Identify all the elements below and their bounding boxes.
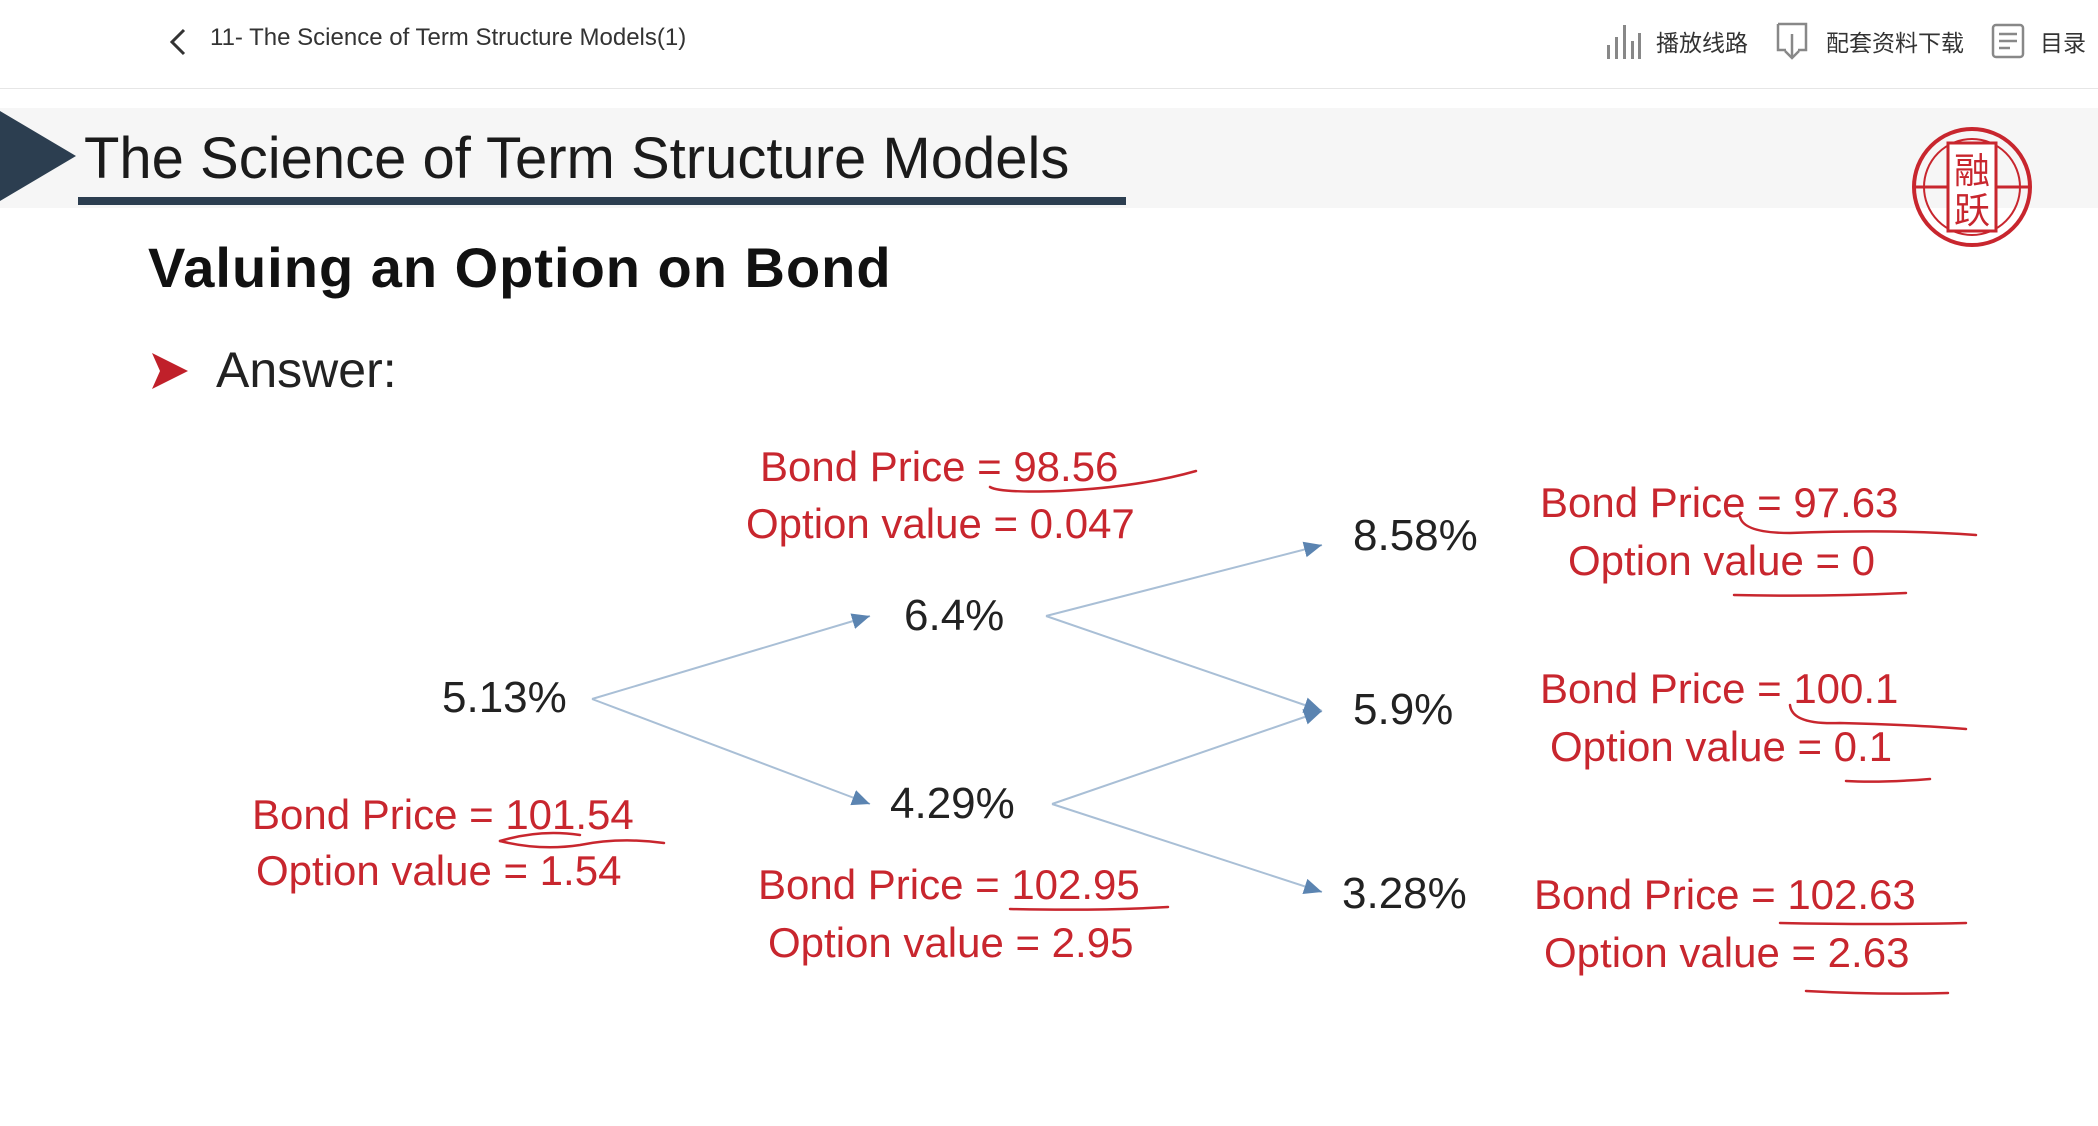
root-option-value: Option value = 1.54 xyxy=(256,847,622,894)
dd-option-value: Option value = 2.63 xyxy=(1544,929,1910,976)
rate-ud: 5.9% xyxy=(1353,685,1454,734)
slide-subtitle: Valuing an Option on Bond xyxy=(148,236,892,299)
mark-down-price xyxy=(1008,905,1170,911)
title-band xyxy=(0,108,2098,208)
mark-uu-option xyxy=(1732,591,1908,597)
playback-route-button[interactable]: 播放线路 xyxy=(1604,18,1748,64)
download-materials-button[interactable]: 配套资料下载 xyxy=(1772,18,1964,64)
mark-ud-price xyxy=(1788,703,1968,731)
rate-down: 4.29% xyxy=(890,779,1015,828)
chevron-left-icon xyxy=(169,28,186,56)
mark-up-price xyxy=(988,469,1198,493)
uu-option-value: Option value = 0 xyxy=(1568,537,1876,584)
arrow-root-down xyxy=(591,698,871,806)
logo-glyph-top: 融 xyxy=(1954,151,1990,192)
arrow-down-ud xyxy=(1051,709,1323,805)
down-option-value: Option value = 2.95 xyxy=(768,919,1134,966)
mark-dd-option xyxy=(1804,989,1950,995)
catalog-button[interactable]: 目录 xyxy=(1990,18,2086,64)
title-underline xyxy=(78,197,1126,205)
up-option-value: Option value = 0.047 xyxy=(746,500,1135,547)
rate-root: 5.13% xyxy=(442,673,567,722)
mark-uu-price xyxy=(1738,515,1978,537)
mark-root-price-curl xyxy=(498,831,582,843)
down-bond-price: Bond Price = 102.95 xyxy=(758,861,1140,908)
handwritten-marks xyxy=(498,469,1978,995)
rate-up: 6.4% xyxy=(904,591,1005,640)
arrow-root-up xyxy=(591,613,871,700)
arrow-down-dd xyxy=(1051,803,1323,895)
root-bond-price: Bond Price = 101.54 xyxy=(252,791,634,838)
mark-root-price xyxy=(498,839,666,849)
catalog-icon xyxy=(1991,23,2025,59)
arrow-up-uu xyxy=(1045,541,1323,617)
catalog-label: 目录 xyxy=(2040,30,2086,56)
rate-tree-arrows xyxy=(591,541,1323,895)
signal-bars-icon xyxy=(1607,25,1641,59)
download-icon xyxy=(1776,22,1808,60)
playback-route-label: 播放线路 xyxy=(1656,30,1748,56)
ud-bond-price: Bond Price = 100.1 xyxy=(1540,665,1899,712)
mark-ud-option xyxy=(1844,777,1932,783)
mark-dd-price xyxy=(1778,921,1968,926)
arrow-up-ud xyxy=(1045,615,1323,713)
back-button[interactable] xyxy=(160,22,200,62)
up-bond-price: Bond Price = 98.56 xyxy=(760,443,1119,490)
slide: The Science of Term Structure Models 融 跃… xyxy=(0,89,2098,1126)
answer-label: Answer: xyxy=(216,342,397,398)
uu-bond-price: Bond Price = 97.63 xyxy=(1540,479,1899,526)
rate-uu: 8.58% xyxy=(1353,511,1478,560)
ud-option-value: Option value = 0.1 xyxy=(1550,723,1893,770)
top-bar: 11- The Science of Term Structure Models… xyxy=(0,0,2098,89)
download-materials-label: 配套资料下载 xyxy=(1826,30,1964,56)
title-arrow-icon xyxy=(0,111,76,201)
dd-bond-price: Bond Price = 102.63 xyxy=(1534,871,1916,918)
bullet-arrow-icon xyxy=(152,353,188,389)
course-title: 11- The Science of Term Structure Models… xyxy=(210,24,687,51)
logo-glyph-bottom: 跃 xyxy=(1954,191,1990,232)
slide-title: The Science of Term Structure Models xyxy=(84,126,1070,191)
rate-dd: 3.28% xyxy=(1342,869,1467,918)
institution-logo: 融 跃 xyxy=(1912,127,2032,247)
